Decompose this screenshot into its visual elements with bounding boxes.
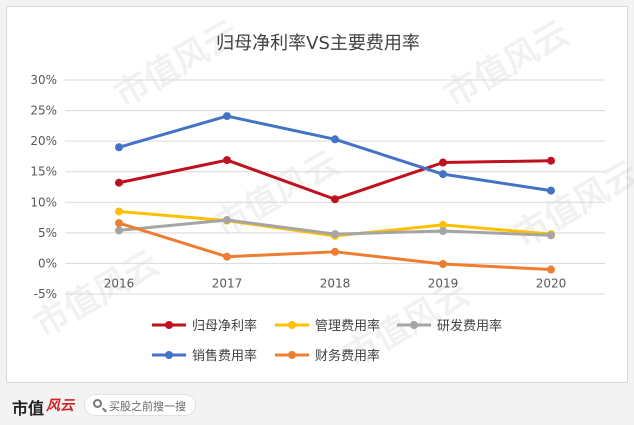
- chart-title: 归母净利率VS主要费用率: [216, 33, 420, 54]
- legend-label: 销售费用率: [192, 348, 257, 364]
- data-point: [223, 112, 231, 121]
- chart-card: 市值风云 市值风云 市值风云 市值风云 市值风云 市值风云 归母净利率VS主要费…: [6, 6, 634, 383]
- footer: 市值 风云 买股之前搜一搜: [0, 388, 634, 425]
- x-tick-label: 2017: [212, 276, 243, 290]
- data-point: [331, 247, 339, 256]
- x-tick-label: 2020: [536, 276, 567, 290]
- data-point: [439, 227, 447, 236]
- series-line: [117, 114, 553, 193]
- search-icon: [93, 399, 102, 408]
- x-tick-label: 2016: [104, 276, 135, 290]
- data-point: [547, 156, 555, 165]
- data-point: [547, 265, 555, 274]
- data-point: [223, 156, 231, 165]
- y-tick-label: 5%: [38, 226, 57, 240]
- data-point: [331, 135, 339, 144]
- data-point: [331, 230, 339, 239]
- y-tick-label: 20%: [30, 134, 57, 148]
- data-point: [547, 186, 555, 195]
- search-placeholder: 买股之前搜一搜: [109, 400, 186, 413]
- legend-label: 归母净利率: [192, 318, 257, 334]
- legend-marker: [288, 351, 296, 359]
- data-point: [115, 207, 123, 216]
- legend-label: 管理费用率: [315, 318, 380, 334]
- data-point: [115, 226, 123, 235]
- x-tick-label: 2018: [320, 276, 351, 290]
- legend-label: 研发费用率: [437, 318, 502, 334]
- legend-marker: [288, 321, 296, 329]
- data-point: [439, 158, 447, 167]
- search-input[interactable]: 买股之前搜一搜: [84, 394, 196, 416]
- data-point: [439, 260, 447, 269]
- x-tick-label: 2019: [428, 276, 459, 290]
- y-tick-label: 30%: [30, 73, 57, 87]
- brand-logo: 市值: [12, 399, 45, 418]
- data-point: [439, 220, 447, 229]
- brand-logo-mark: 风云: [46, 398, 74, 414]
- line-chart: 归母净利率VS主要费用率 30% 25% 20% 15% 10% 5% 0% -5% 2016 20…: [30, 33, 605, 364]
- y-tick-label: -5%: [34, 287, 57, 301]
- data-point: [115, 178, 123, 187]
- y-tick-label: 25%: [30, 104, 57, 118]
- data-point: [331, 195, 339, 204]
- data-point: [223, 216, 231, 225]
- data-point: [115, 143, 123, 152]
- y-tick-label: 0%: [38, 256, 57, 270]
- data-point: [547, 231, 555, 240]
- y-tick-label: 10%: [30, 195, 57, 209]
- data-point: [115, 219, 123, 228]
- legend-marker: [165, 321, 173, 329]
- legend-label: 财务费用率: [315, 348, 380, 364]
- legend-marker: [410, 321, 418, 329]
- legend-marker: [165, 351, 173, 359]
- data-point: [223, 252, 231, 261]
- data-point: [439, 170, 447, 179]
- y-tick-label: 15%: [30, 165, 57, 179]
